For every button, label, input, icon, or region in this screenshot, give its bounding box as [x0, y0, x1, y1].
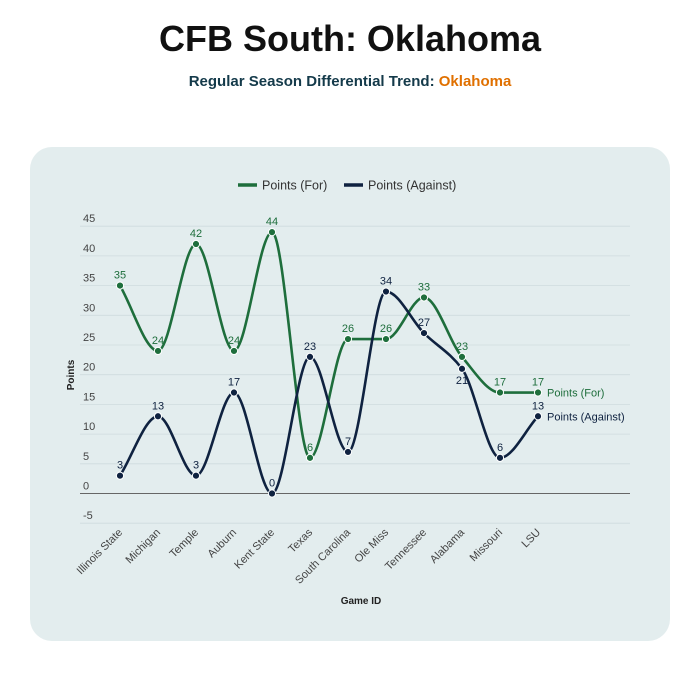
x-tick-label: Missouri: [468, 527, 505, 564]
points-against-marker: [115, 471, 125, 480]
y-axis-ticks: -5 0 5 10 15 20 25 30 35 40 45: [83, 213, 95, 522]
data-label: 26: [380, 323, 392, 335]
data-label: 17: [494, 377, 506, 389]
y-axis-title: Points: [66, 359, 77, 390]
points-for-marker: [305, 453, 315, 462]
data-label: 17: [228, 377, 240, 389]
data-label: 24: [228, 335, 240, 347]
legend-label-against: Points (Against): [368, 179, 456, 193]
data-label: 27: [418, 317, 430, 329]
data-label: 21: [456, 375, 468, 387]
x-tick-label: Illinois State: [75, 527, 125, 577]
points-against-marker: [495, 453, 505, 462]
points-for-marker: [381, 334, 391, 344]
page-subtitle: Regular Season Differential Trend: Oklah…: [0, 73, 700, 90]
x-tick-label: Michigan: [124, 527, 164, 567]
points-for-marker: [419, 293, 429, 302]
data-label: 23: [304, 341, 316, 353]
data-label: 17: [532, 377, 544, 389]
data-label: 35: [114, 270, 126, 282]
y-tick-label: 0: [83, 481, 89, 493]
series-points: [115, 228, 543, 498]
points-for-marker: [153, 346, 163, 356]
data-label: 34: [380, 276, 392, 288]
x-tick-label: Temple: [168, 527, 202, 561]
points-for-marker: [191, 239, 201, 249]
points-for-marker: [495, 388, 505, 397]
points-for-marker: [533, 388, 543, 397]
x-axis-title: Game ID: [341, 596, 382, 607]
points-against-marker: [153, 412, 163, 421]
series-lines: [118, 230, 539, 495]
y-tick-label: 20: [83, 362, 95, 374]
x-tick-label: Alabama: [428, 526, 468, 566]
points-against-marker: [457, 364, 467, 373]
subtitle-team: Oklahoma: [438, 73, 512, 90]
points-for-marker: [115, 281, 125, 290]
gridlines: [80, 225, 630, 524]
series-end-label: Points (Against): [547, 411, 625, 423]
data-label: 24: [152, 335, 164, 347]
y-tick-label: 25: [83, 332, 95, 344]
x-tick-label: Ole Miss: [352, 526, 391, 565]
subtitle-prefix: Regular Season Differential Trend:: [188, 73, 439, 90]
x-tick-label: Auburn: [206, 527, 240, 561]
points-against-marker: [419, 329, 429, 338]
y-tick-label: 35: [83, 273, 95, 285]
points-against-marker: [381, 287, 391, 296]
points-for-line: [118, 230, 538, 460]
data-label: 6: [497, 442, 503, 454]
series-end-label: Points (For): [547, 388, 604, 400]
data-label: 26: [342, 323, 354, 335]
data-label: 7: [345, 436, 351, 448]
legend-label-for: Points (For): [262, 179, 327, 193]
chart-card: -5 0 5 10 15 20 25 30 35 40 45 Illinois State Michi…: [30, 147, 670, 641]
y-tick-label: 30: [83, 302, 95, 314]
points-against-marker: [191, 471, 201, 480]
y-tick-label: 5: [83, 451, 89, 463]
points-for-marker: [229, 346, 239, 356]
x-tick-label: Kent State: [232, 527, 277, 572]
y-tick-label: 40: [83, 243, 95, 255]
y-tick-label: 15: [83, 391, 95, 403]
data-label: 13: [152, 400, 164, 412]
points-against-marker: [533, 412, 543, 421]
x-tick-label: Texas: [286, 526, 315, 555]
points-for-marker: [457, 352, 467, 361]
data-label: 33: [418, 281, 430, 293]
data-label: 23: [456, 341, 468, 353]
points-against-marker: [229, 388, 239, 397]
x-tick-label: Tennessee: [383, 527, 429, 573]
y-tick-label: -5: [83, 510, 93, 522]
data-label: 13: [532, 400, 544, 412]
data-label: 44: [266, 216, 278, 228]
data-label: 6: [307, 442, 313, 454]
points-against-marker: [267, 489, 277, 498]
points-against-marker: [305, 352, 315, 361]
data-label: 3: [193, 460, 199, 472]
page-title: CFB South: Oklahoma: [158, 18, 541, 59]
data-label: 3: [117, 460, 123, 472]
points-against-marker: [343, 447, 353, 457]
data-label: 42: [190, 228, 202, 240]
x-tick-label: LSU: [519, 527, 543, 551]
points-for-marker: [343, 334, 353, 344]
y-tick-label: 45: [83, 213, 95, 225]
data-label: 0: [269, 478, 275, 490]
chart-legend: Points (For) Points (Against): [238, 179, 456, 193]
points-for-marker: [267, 228, 277, 237]
y-tick-label: 10: [83, 421, 95, 433]
